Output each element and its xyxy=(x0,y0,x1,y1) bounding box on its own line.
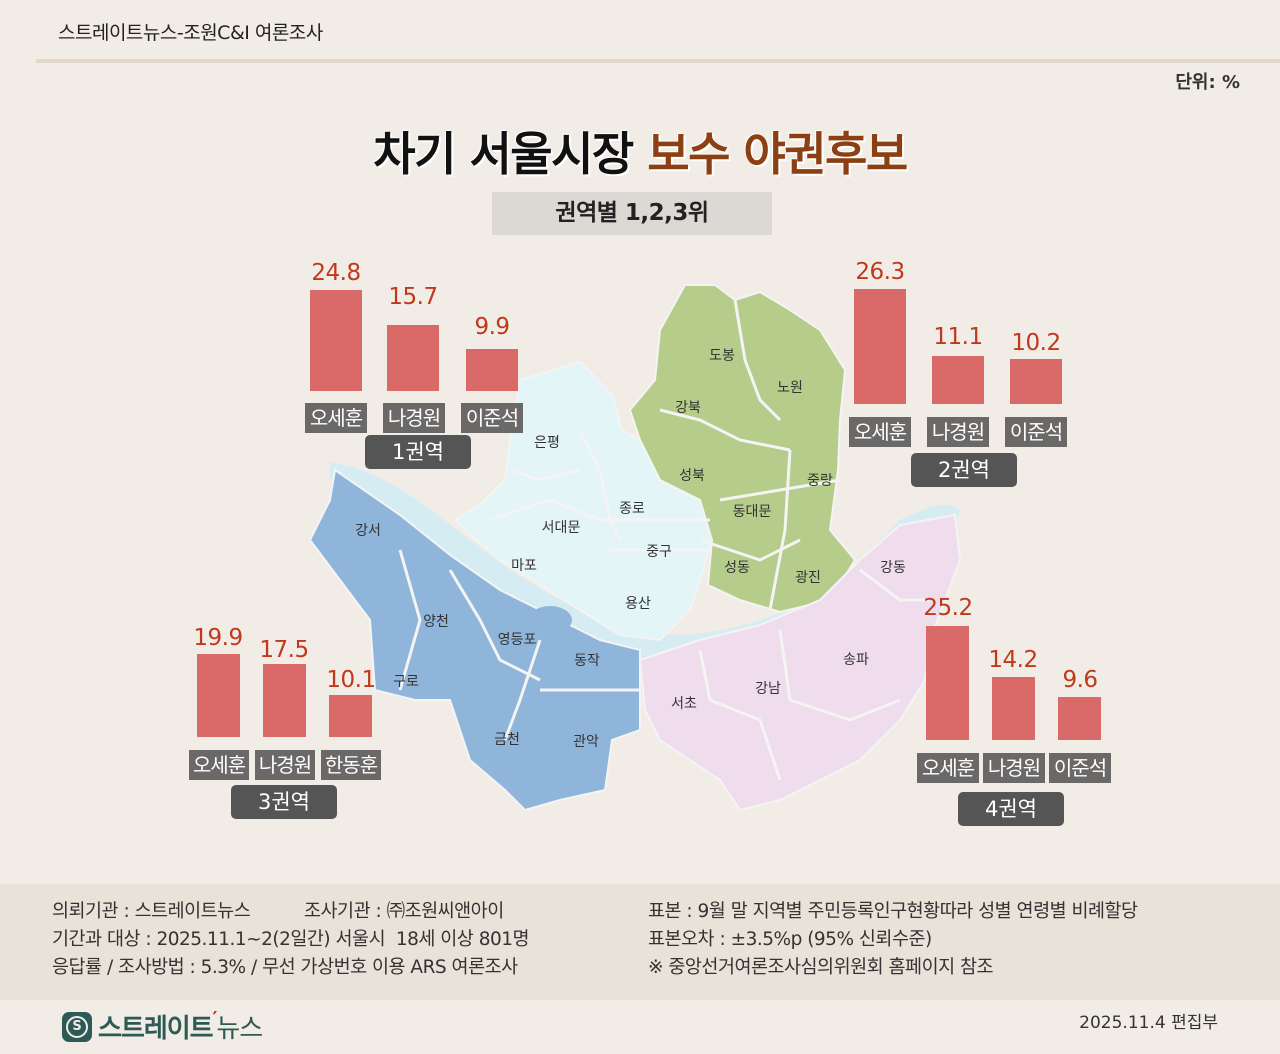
bar-value: 14.2 xyxy=(988,647,1038,673)
bar-value: 10.1 xyxy=(326,667,376,693)
district-label: 강서 xyxy=(355,523,381,539)
methodology-line: ※ 중앙선거여론조사심의위원회 홈페이지 참조 xyxy=(648,957,994,978)
candidate-label: 오세훈 xyxy=(189,750,249,780)
header-divider xyxy=(36,59,1280,63)
publisher-logo: S 스트레이트′뉴스 xyxy=(62,1008,263,1045)
district-label: 성북 xyxy=(679,468,705,484)
bar-region1-lee xyxy=(466,349,518,391)
subtitle-badge: 권역별 1,2,3위 xyxy=(492,192,772,235)
region-badge: 1권역 xyxy=(365,435,471,469)
bar-region2-lee xyxy=(1010,359,1062,404)
methodology-box xyxy=(0,884,1280,1000)
methodology-line: 응답률 / 조사방법 : 5.3% / 무선 가상번호 이용 ARS 여론조사 xyxy=(52,957,518,978)
district-label: 서초 xyxy=(671,696,697,712)
region-badge: 3권역 xyxy=(231,785,337,819)
bar-value: 17.5 xyxy=(259,637,309,663)
bar-region2-oh xyxy=(854,289,906,404)
district-label: 노원 xyxy=(777,380,803,396)
bar-region3-oh xyxy=(197,654,240,737)
unit-label: 단위: % xyxy=(1175,72,1240,93)
district-label: 중구 xyxy=(646,544,672,560)
page-title: 차기 서울시장 보수 야권후보 xyxy=(0,118,1280,184)
district-label: 구로 xyxy=(393,674,419,690)
methodology-line: 기간과 대상 : 2025.11.1~2(2일간) 서울시 18세 이상 801… xyxy=(52,929,530,950)
candidate-label: 이준석 xyxy=(461,403,523,433)
candidate-label: 나경원 xyxy=(927,417,989,447)
district-label: 서대문 xyxy=(541,520,581,536)
bar-region4-oh xyxy=(926,626,969,740)
candidate-label: 오세훈 xyxy=(917,753,979,783)
region-badge: 4권역 xyxy=(958,792,1064,826)
district-label: 영등포 xyxy=(497,632,537,648)
bar-value: 26.3 xyxy=(855,259,905,285)
han-river xyxy=(330,462,960,668)
district-label: 은평 xyxy=(534,435,560,451)
title-main: 차기 서울시장 xyxy=(373,127,634,181)
bar-value: 25.2 xyxy=(923,595,973,621)
bar-value: 10.2 xyxy=(1011,330,1061,356)
district-label: 마포 xyxy=(511,558,537,574)
district-label: 금천 xyxy=(494,732,520,748)
methodology-line: 표본오차 : ±3.5%p (95% 신뢰수준) xyxy=(648,929,932,950)
region-2-area xyxy=(628,284,857,614)
yeouido-island xyxy=(528,606,572,634)
district-label: 동작 xyxy=(574,653,600,669)
district-label: 성동 xyxy=(724,560,750,576)
methodology-line: 의뢰기관 : 스트레이트뉴스 조사기관 : ㈜조원씨앤아이 xyxy=(52,901,504,922)
candidate-label: 이준석 xyxy=(1005,417,1067,447)
candidate-label: 오세훈 xyxy=(305,403,367,433)
methodology-line: 표본 : 9월 말 지역별 주민등록인구현황따라 성별 연령별 비례할당 xyxy=(648,901,1138,922)
bar-region1-oh xyxy=(310,290,362,391)
logo-mark-icon: S xyxy=(62,1011,92,1042)
date-credit: 2025.11.4 편집부 xyxy=(1079,1013,1218,1033)
bar-value: 19.9 xyxy=(193,625,243,651)
district-label: 광진 xyxy=(795,570,821,586)
district-label: 용산 xyxy=(625,596,651,612)
region-4-area xyxy=(638,513,962,812)
logo-text: 스트레이트′뉴스 xyxy=(98,1008,263,1044)
bar-value: 11.1 xyxy=(933,324,983,350)
district-label: 동대문 xyxy=(732,504,772,520)
district-label: 양천 xyxy=(423,614,449,630)
bar-value: 15.7 xyxy=(388,284,438,310)
district-label: 강북 xyxy=(675,400,701,416)
logo-accent-tick: ′ xyxy=(212,1008,218,1029)
bar-region4-lee xyxy=(1058,697,1101,740)
methodology-right: 표본 : 9월 말 지역별 주민등록인구현황따라 성별 연령별 비례할당 표본오… xyxy=(648,898,1138,982)
bar-region1-na xyxy=(387,325,439,391)
district-label: 강동 xyxy=(880,560,906,576)
bar-region3-na xyxy=(263,664,306,737)
candidate-label: 나경원 xyxy=(983,753,1045,783)
district-label: 도봉 xyxy=(709,348,735,364)
district-label: 중랑 xyxy=(807,473,833,489)
bar-region4-na xyxy=(992,677,1035,740)
source-header: 스트레이트뉴스-조원C&I 여론조사 xyxy=(58,22,323,44)
bar-value: 9.9 xyxy=(474,314,510,340)
district-label: 송파 xyxy=(843,652,869,668)
district-label: 종로 xyxy=(619,501,645,517)
district-label: 강남 xyxy=(755,681,781,697)
bar-region2-na xyxy=(932,356,984,404)
candidate-label: 오세훈 xyxy=(849,417,911,447)
methodology-left: 의뢰기관 : 스트레이트뉴스 조사기관 : ㈜조원씨앤아이 기간과 대상 : 2… xyxy=(52,898,530,982)
candidate-label: 나경원 xyxy=(383,403,445,433)
candidate-label: 한동훈 xyxy=(321,750,381,780)
district-label: 관악 xyxy=(573,734,599,750)
region-badge: 2권역 xyxy=(911,453,1017,487)
bar-region3-han xyxy=(329,695,372,737)
title-accent: 보수 야권후보 xyxy=(647,127,908,181)
bar-value: 9.6 xyxy=(1062,667,1098,693)
candidate-label: 나경원 xyxy=(255,750,315,780)
bar-value: 24.8 xyxy=(311,260,361,286)
candidate-label: 이준석 xyxy=(1049,753,1111,783)
